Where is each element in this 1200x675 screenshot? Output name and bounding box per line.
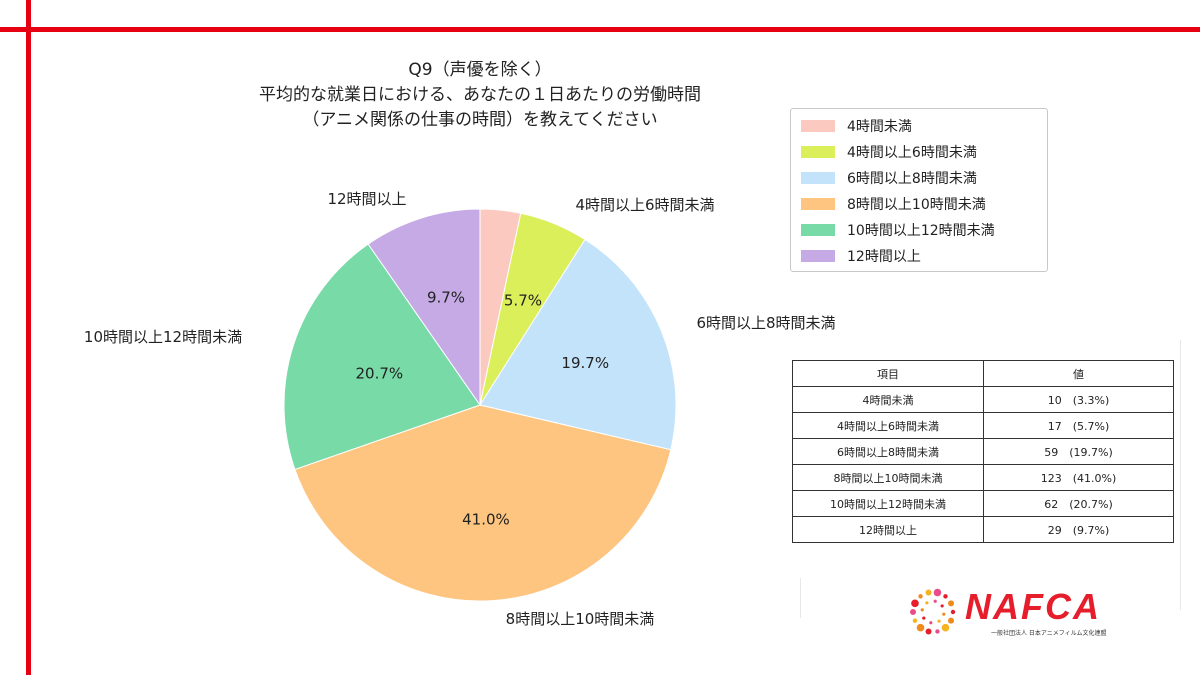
legend-label: 4時間未満 <box>847 119 912 135</box>
logo-dot <box>948 617 955 624</box>
table-header-item: 項目 <box>792 360 984 387</box>
logo-dot <box>948 600 955 607</box>
logo-dot <box>916 623 925 632</box>
left-frame-line <box>26 0 31 675</box>
table-cell-value: 17 (5.7%) <box>983 412 1174 439</box>
legend-swatch <box>801 198 835 210</box>
legend-swatch <box>801 172 835 184</box>
table-row: 10時間以上12時間未満 62 (20.7%) <box>792 490 1174 517</box>
logo-dot <box>922 616 926 620</box>
table-row: 4時間未満 10 (3.3%) <box>792 386 1174 413</box>
pie-category-label: 10時間以上12時間未満 <box>84 328 242 346</box>
logo-dot <box>943 594 948 599</box>
table-cell-value: 29 (9.7%) <box>983 516 1174 543</box>
legend-label: 6時間以上8時間未満 <box>847 171 977 187</box>
logo-dot <box>942 612 946 616</box>
logo-dot <box>933 588 942 597</box>
table-cell-value: 10 (3.3%) <box>983 386 1174 413</box>
legend-item: 12時間以上 <box>801 243 1047 269</box>
pie-percent-label: 41.0% <box>462 511 510 529</box>
pie-percent-label: 9.7% <box>427 289 465 307</box>
logo-dot <box>925 589 932 596</box>
pie-category-label: 8時間以上10時間未満 <box>506 610 655 628</box>
logo-dot <box>920 608 924 612</box>
table-cell-item: 12時間以上 <box>792 516 984 543</box>
pie-percent-label: 5.7% <box>504 292 542 310</box>
legend-label: 10時間以上12時間未満 <box>847 223 995 239</box>
legend-item: 10時間以上12時間未満 <box>801 217 1047 243</box>
data-table: 項目 値 4時間未満 10 (3.3%) 4時間以上6時間未満 17 (5.7%) 6時… <box>792 360 1174 543</box>
table-row: 8時間以上10時間未満 123 (41.0%) <box>792 464 1174 491</box>
legend-item: 8時間以上10時間未満 <box>801 191 1047 217</box>
logo-dot <box>935 629 940 634</box>
legend-swatch <box>801 120 835 132</box>
pie-category-label: 6時間以上8時間未満 <box>696 314 835 332</box>
pie-slice <box>294 404 672 602</box>
table-cell-item: 8時間以上10時間未満 <box>792 464 984 491</box>
table-cell-value: 59 (19.7%) <box>983 438 1174 465</box>
logo-dot <box>941 623 950 632</box>
pie-slice <box>479 238 677 451</box>
legend-label: 4時間以上6時間未満 <box>847 145 977 161</box>
legend-item: 4時間以上6時間未満 <box>801 139 1047 165</box>
legend-item: 6時間以上8時間未満 <box>801 165 1047 191</box>
pie-slice <box>283 243 481 471</box>
pie-percent-label: 20.7% <box>356 364 404 382</box>
table-cell-item: 6時間以上8時間未満 <box>792 438 984 465</box>
table-row: 6時間以上8時間未満 59 (19.7%) <box>792 438 1174 465</box>
table-row: 4時間以上6時間未満 17 (5.7%) <box>792 412 1174 439</box>
table-header-row: 項目 値 <box>792 360 1174 387</box>
table-cell-value: 123 (41.0%) <box>983 464 1174 491</box>
table-cell-item: 4時間以上6時間未満 <box>792 412 984 439</box>
logo-dot <box>910 609 916 615</box>
logo-dot <box>940 604 944 608</box>
pie-slice <box>367 208 481 407</box>
logo-dot <box>950 609 956 615</box>
logo-text: NAFCA <box>965 586 1101 627</box>
logo-mark-icon <box>910 588 956 635</box>
table-header-value: 値 <box>983 360 1174 387</box>
top-frame-line <box>0 27 1200 32</box>
legend-swatch <box>801 146 835 158</box>
legend-label: 12時間以上 <box>847 249 921 265</box>
chart-title: Q9（声優を除く） 平均的な就業日における、あなたの１日あたりの労働時間 （アニ… <box>150 58 810 133</box>
chart-title-line-2: 平均的な就業日における、あなたの１日あたりの労働時間 <box>259 85 701 105</box>
divider <box>800 578 801 618</box>
logo-dot <box>918 594 923 599</box>
logo-dot <box>925 628 932 635</box>
logo-dot <box>929 621 933 625</box>
table-cell-value: 62 (20.7%) <box>983 490 1174 517</box>
chart-legend: 4時間未満 4時間以上6時間未満 6時間以上8時間未満 8時間以上10時間未満 10時間… <box>790 108 1048 272</box>
table-cell-item: 10時間以上12時間未満 <box>792 490 984 517</box>
legend-label: 8時間以上10時間未満 <box>847 197 986 213</box>
chart-title-line-1: Q9（声優を除く） <box>408 60 552 80</box>
legend-item: 4時間未満 <box>801 113 1047 139</box>
logo-dot <box>911 599 919 608</box>
legend-swatch <box>801 250 835 262</box>
pie-category-label: 12時間以上 <box>327 190 406 208</box>
chart-title-line-3: （アニメ関係の仕事の時間）を教えてください <box>302 110 658 130</box>
logo-dot <box>937 619 941 623</box>
divider <box>1180 340 1181 610</box>
logo-dot <box>912 618 918 623</box>
pie-category-label: 4時間以上6時間未満 <box>575 196 714 214</box>
pie-percent-label: 19.7% <box>561 354 609 372</box>
nafca-logo: NAFCA 一般社団法人 日本アニメフィルム文化連盟 <box>905 582 1155 644</box>
logo-subtitle: 一般社団法人 日本アニメフィルム文化連盟 <box>991 630 1107 637</box>
table-cell-item: 4時間未満 <box>792 386 984 413</box>
logo-dot <box>925 601 929 605</box>
logo-dot <box>933 599 937 603</box>
legend-swatch <box>801 224 835 236</box>
table-row: 12時間以上 29 (9.7%) <box>792 516 1174 543</box>
